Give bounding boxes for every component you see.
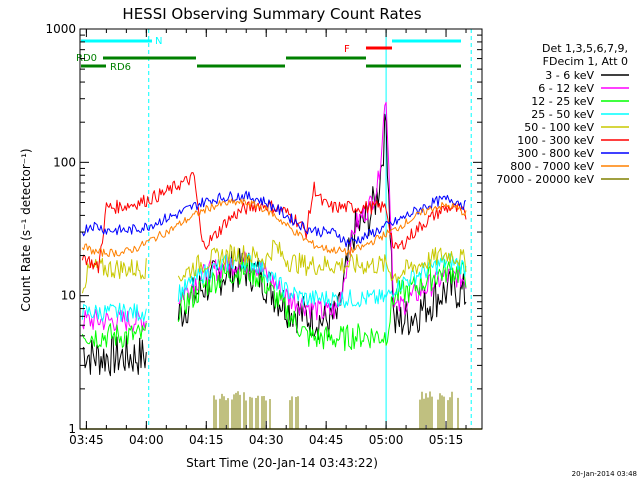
plot-layer: N F RD0 RD6: [76, 29, 482, 430]
legend-entry-label: 100 - 300 keV: [517, 134, 594, 147]
chart-title: HESSI Observing Summary Count Rates: [122, 5, 421, 23]
legend-entry-label: 3 - 6 keV: [545, 69, 594, 82]
y-axis-label: Count Rate (s⁻¹ detector⁻¹): [19, 148, 33, 311]
series-line-800-7000kev: [81, 198, 467, 258]
axes-layer: 1 10 100 1000 03:45 04:00 04:15 04:30 04:45 05:00…: [45, 22, 483, 447]
legend-header-line-1: Det 1,3,5,6,7,9,: [542, 42, 628, 55]
y-tick-label: 1000: [45, 22, 76, 36]
legend-entry-label: 7000 - 20000 keV: [496, 173, 594, 186]
x-tick-label: 04:45: [309, 433, 344, 447]
y-tick-label: 100: [53, 155, 76, 169]
timestamp: 20-Jan-2014 03:48: [572, 470, 637, 478]
status-bar-label-rd6: RD6: [110, 62, 131, 73]
legend-entry-label: 6 - 12 keV: [538, 82, 594, 95]
series-line-50-100kev: [81, 239, 467, 294]
legend-entry-label: 50 - 100 keV: [524, 121, 594, 134]
legend-entry-label: 25 - 50 keV: [531, 108, 594, 121]
plot-frame: [79, 28, 483, 430]
x-tick-label: 03:45: [69, 433, 104, 447]
x-tick-label: 05:15: [429, 433, 464, 447]
x-tick-label: 05:00: [369, 433, 404, 447]
legend-entry-label: 800 - 7000 keV: [510, 160, 594, 173]
x-axis-label: Start Time (20-Jan-14 03:43:22): [186, 456, 378, 470]
status-bar-label-n: N: [155, 36, 162, 47]
series-line-300-800kev: [81, 190, 467, 248]
legend-entry-label: 300 - 800 keV: [517, 147, 594, 160]
status-bar-label-f: F: [344, 44, 350, 55]
x-tick-label: 04:30: [249, 433, 284, 447]
legend-entry-label: 12 - 25 keV: [531, 95, 594, 108]
series-line-3-6kev: [82, 113, 467, 377]
status-bar-label-rd0: RD0: [76, 53, 97, 64]
legend-header-line-2: FDecim 1, Att 0: [543, 55, 628, 68]
y-tick-label: 10: [61, 289, 76, 303]
x-tick-label: 04:00: [129, 433, 164, 447]
y-tick-label: 1: [68, 422, 76, 436]
series-line-12-25kev: [81, 257, 467, 352]
x-tick-label: 04:15: [189, 433, 224, 447]
